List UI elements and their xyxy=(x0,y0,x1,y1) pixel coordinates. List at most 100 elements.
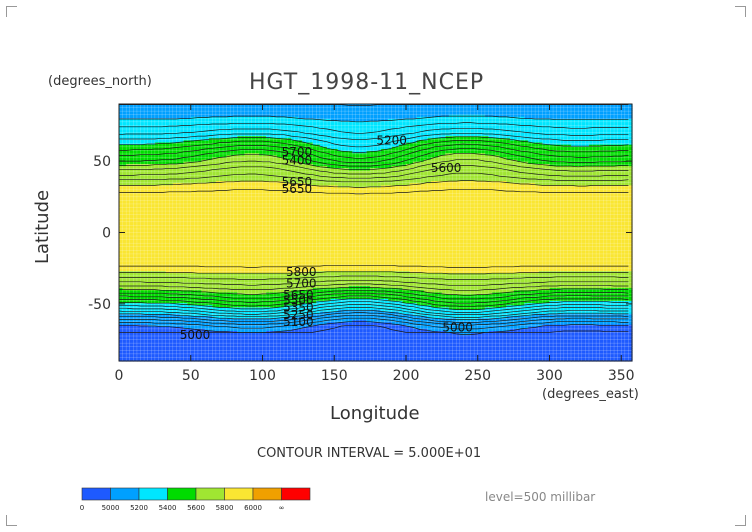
band-cell xyxy=(463,129,468,133)
band-cell xyxy=(158,123,163,127)
band-cell xyxy=(226,136,231,139)
band-cell xyxy=(190,142,195,146)
band-cell xyxy=(510,110,515,114)
band-cell xyxy=(477,155,482,159)
band-cell xyxy=(603,166,608,169)
band-cell xyxy=(524,106,529,109)
band-cell xyxy=(495,121,500,124)
band-cell xyxy=(305,170,310,174)
band-cell xyxy=(309,146,314,150)
band-cell xyxy=(384,123,389,127)
band-cell xyxy=(617,174,622,178)
band-cell xyxy=(477,121,482,124)
band-cell xyxy=(269,133,274,137)
band-cell xyxy=(423,108,429,112)
band-cell xyxy=(538,110,543,114)
band-cell xyxy=(284,129,289,133)
band-cell xyxy=(133,123,138,127)
band-cell xyxy=(438,131,443,135)
band-cell xyxy=(614,166,619,169)
y-units-label: (degrees_north) xyxy=(48,74,152,89)
band-cell xyxy=(345,153,350,156)
band-cell xyxy=(531,176,536,180)
band-cell xyxy=(427,106,432,109)
band-cell xyxy=(352,142,357,146)
band-cell xyxy=(194,108,199,112)
band-cell xyxy=(402,118,407,122)
band-cell xyxy=(359,142,364,146)
band-cell xyxy=(240,161,246,165)
band-cell xyxy=(506,176,511,180)
band-cell xyxy=(240,176,246,180)
band-cell xyxy=(187,159,192,163)
band-cell xyxy=(237,112,242,116)
band-cell xyxy=(563,118,569,122)
band-cell xyxy=(402,133,407,137)
band-cell xyxy=(527,172,533,176)
band-cell xyxy=(628,127,633,131)
band-cell xyxy=(628,129,633,133)
band-cell xyxy=(377,155,382,159)
band-cell xyxy=(359,159,364,163)
band-cell xyxy=(183,114,188,118)
band-cell xyxy=(423,125,429,129)
band-cell xyxy=(373,146,378,150)
band-cell xyxy=(176,106,181,109)
band-cell xyxy=(215,112,221,116)
band-cell xyxy=(158,114,163,118)
band-cell xyxy=(531,123,536,127)
band-cell xyxy=(276,118,282,122)
band-cell xyxy=(520,114,525,118)
band-cell xyxy=(176,114,181,118)
band-cell xyxy=(197,110,203,114)
band-cell xyxy=(438,176,443,180)
band-cell xyxy=(513,138,518,142)
band-cell xyxy=(280,142,285,146)
band-cell xyxy=(384,172,389,176)
band-cell xyxy=(574,166,579,169)
band-cell xyxy=(395,110,400,114)
band-cell xyxy=(492,106,497,109)
band-cell xyxy=(445,157,450,161)
band-cell xyxy=(502,129,508,133)
band-cell xyxy=(506,170,511,174)
band-cell xyxy=(445,172,450,176)
band-cell xyxy=(434,106,439,109)
band-cell xyxy=(452,161,457,165)
band-cell xyxy=(484,142,490,146)
band-cell xyxy=(133,127,138,131)
band-cell xyxy=(119,114,124,118)
band-cell xyxy=(280,170,285,174)
band-cell xyxy=(179,176,185,180)
band-cell xyxy=(255,157,260,161)
band-cell xyxy=(312,166,317,169)
band-cell xyxy=(402,170,407,174)
band-cell xyxy=(384,161,389,165)
band-cell xyxy=(527,106,533,109)
band-cell xyxy=(567,159,572,163)
band-cell xyxy=(459,144,464,148)
band-cell xyxy=(614,104,619,107)
band-cell xyxy=(233,129,238,133)
band-cell xyxy=(524,142,529,146)
band-cell xyxy=(136,140,142,144)
band-cell xyxy=(370,142,375,146)
band-cell xyxy=(158,112,163,116)
band-cell xyxy=(341,104,346,107)
band-cell xyxy=(452,112,457,116)
band-cell xyxy=(628,155,633,159)
band-cell xyxy=(556,108,561,112)
band-cell xyxy=(402,104,407,107)
band-cell xyxy=(571,172,576,176)
band-cell xyxy=(190,157,195,161)
band-cell xyxy=(183,131,188,135)
band-cell xyxy=(158,144,163,148)
band-cell xyxy=(348,131,353,135)
band-cell xyxy=(301,110,307,114)
band-cell xyxy=(567,118,572,122)
band-cell xyxy=(208,110,213,114)
band-cell xyxy=(172,121,177,124)
band-cell xyxy=(147,136,152,139)
band-cell xyxy=(291,104,296,107)
band-cell xyxy=(628,121,633,124)
